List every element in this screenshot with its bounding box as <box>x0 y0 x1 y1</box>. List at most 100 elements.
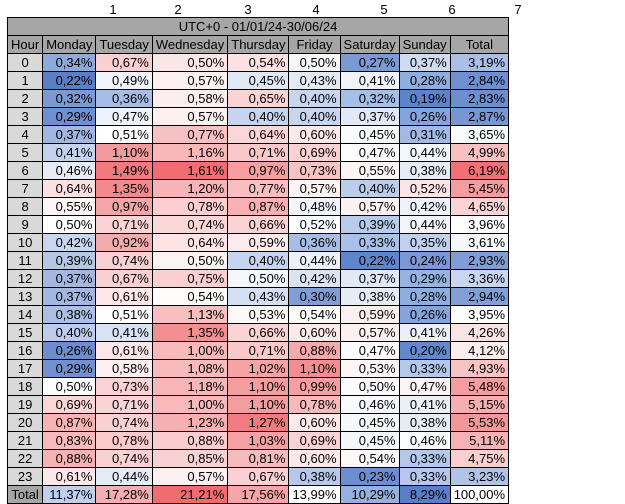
value-cell: 0,45% <box>339 125 400 144</box>
value-cell: 0,54% <box>288 305 341 324</box>
value-cell: 0,74% <box>95 449 153 468</box>
value-cell: 0,71% <box>95 215 153 234</box>
hour-cell: 0 <box>6 53 44 72</box>
value-cell: 0,44% <box>398 215 451 234</box>
column-number-row: 1 2 3 4 5 6 7 <box>0 0 625 18</box>
value-cell: 0,47% <box>95 107 153 126</box>
value-cell: 0,28% <box>398 287 451 306</box>
value-cell: 0,33% <box>398 467 451 486</box>
value-cell: 0,88% <box>288 341 341 360</box>
value-cell: 0,50% <box>288 53 341 72</box>
table-row: 22 0,88% 0,74% 0,85% 0,81% 0,60% 0,54% 0,33% 4,7… <box>6 449 510 468</box>
value-cell: 0,75% <box>151 269 229 288</box>
table-row: 20 0,87% 0,74% 1,23% 1,27% 0,60% 0,45% 0,38% 5,5… <box>6 413 510 432</box>
value-cell: 0,57% <box>151 71 229 90</box>
value-cell: 0,49% <box>95 71 153 90</box>
value-cell: 0,67% <box>95 269 153 288</box>
value-cell: 0,24% <box>398 251 451 270</box>
value-cell: 0,77% <box>227 179 290 198</box>
value-cell: 1,10% <box>95 143 153 162</box>
value-cell: 0,22% <box>339 251 400 270</box>
value-cell: 0,88% <box>42 449 97 468</box>
table-row: 16 0,26% 0,61% 1,00% 0,71% 0,88% 0,47% 0,20% 4,1… <box>6 341 510 360</box>
hour-cell: 18 <box>6 377 44 396</box>
value-cell: 0,57% <box>339 323 400 342</box>
row-total-cell: 4,93% <box>449 359 510 378</box>
table-row: 11 0,39% 0,74% 0,50% 0,40% 0,44% 0,22% 0,24% 2,9… <box>6 251 510 270</box>
value-cell: 0,64% <box>227 125 290 144</box>
value-cell: 0,60% <box>288 413 341 432</box>
value-cell: 0,58% <box>95 359 153 378</box>
value-cell: 0,71% <box>227 341 290 360</box>
row-total-cell: 2,83% <box>449 89 510 108</box>
table-title: UTC+0 - 01/01/24-30/06/24 <box>6 17 510 36</box>
value-cell: 0,32% <box>339 89 400 108</box>
value-cell: 0,46% <box>42 161 97 180</box>
value-cell: 1,20% <box>151 179 229 198</box>
value-cell: 1,00% <box>151 341 229 360</box>
value-cell: 0,22% <box>42 71 97 90</box>
hour-cell: 11 <box>6 251 44 270</box>
value-cell: 0,60% <box>288 125 341 144</box>
title-row: UTC+0 - 01/01/24-30/06/24 <box>6 17 510 36</box>
value-cell: 0,71% <box>227 143 290 162</box>
value-cell: 0,67% <box>227 467 290 486</box>
value-cell: 0,41% <box>398 323 451 342</box>
value-cell: 0,54% <box>339 449 400 468</box>
value-cell: 0,74% <box>95 251 153 270</box>
value-cell: 0,40% <box>288 107 341 126</box>
value-cell: 0,87% <box>227 197 290 216</box>
row-total-cell: 4,65% <box>449 197 510 216</box>
table-row: 5 0,41% 1,10% 1,16% 0,71% 0,69% 0,47% 0,44% 4,99… <box>6 143 510 162</box>
value-cell: 0,39% <box>339 215 400 234</box>
value-cell: 0,73% <box>288 161 341 180</box>
value-cell: 0,64% <box>42 179 97 198</box>
row-total-cell: 2,93% <box>449 251 510 270</box>
value-cell: 0,38% <box>398 413 451 432</box>
totals-row: Total 11,37% 17,28% 21,21% 17,56% 13,99% 10,29… <box>6 485 510 504</box>
value-cell: 1,18% <box>151 377 229 396</box>
value-cell: 0,47% <box>339 341 400 360</box>
value-cell: 0,52% <box>288 215 341 234</box>
value-cell: 0,37% <box>42 125 97 144</box>
table-row: 13 0,37% 0,61% 0,54% 0,43% 0,30% 0,38% 0,28% 2,9… <box>6 287 510 306</box>
value-cell: 1,10% <box>288 359 341 378</box>
row-total-cell: 3,61% <box>449 233 510 252</box>
value-cell: 0,69% <box>42 395 97 414</box>
table-row: 6 0,46% 1,49% 1,61% 0,97% 0,73% 0,55% 0,38% 6,19… <box>6 161 510 180</box>
header-row: Hour Monday Tuesday Wednesday Thursday F… <box>6 35 510 54</box>
value-cell: 0,50% <box>339 377 400 396</box>
table-row: 19 0,69% 0,71% 1,00% 1,10% 0,78% 0,46% 0,41% 5,1… <box>6 395 510 414</box>
value-cell: 0,74% <box>151 215 229 234</box>
hour-cell: 8 <box>6 197 44 216</box>
value-cell: 0,39% <box>42 251 97 270</box>
value-cell: 0,45% <box>339 431 400 450</box>
table-row: 21 0,83% 0,78% 0,88% 1,03% 0,69% 0,45% 0,46% 5,1… <box>6 431 510 450</box>
value-cell: 0,38% <box>42 305 97 324</box>
value-cell: 0,30% <box>288 287 341 306</box>
value-cell: 1,16% <box>151 143 229 162</box>
value-cell: 1,03% <box>227 431 290 450</box>
hour-cell: 17 <box>6 359 44 378</box>
table-row: 15 0,40% 0,41% 1,35% 0,66% 0,60% 0,57% 0,41% 4,2… <box>6 323 510 342</box>
totals-label: Total <box>6 485 44 504</box>
value-cell: 0,71% <box>95 395 153 414</box>
hour-cell: 6 <box>6 161 44 180</box>
value-cell: 0,57% <box>339 197 400 216</box>
value-cell: 0,37% <box>42 269 97 288</box>
table-row: 17 0,29% 0,58% 1,08% 1,02% 1,10% 0,53% 0,33% 4,9… <box>6 359 510 378</box>
value-cell: 0,29% <box>42 107 97 126</box>
value-cell: 0,33% <box>398 449 451 468</box>
value-cell: 0,41% <box>398 395 451 414</box>
column-number: 6 <box>448 2 456 17</box>
value-cell: 0,55% <box>339 161 400 180</box>
value-cell: 0,50% <box>42 215 97 234</box>
value-cell: 0,26% <box>398 305 451 324</box>
table-row: 7 0,64% 1,35% 1,20% 0,77% 0,57% 0,40% 0,52% 5,45… <box>6 179 510 198</box>
value-cell: 0,61% <box>95 287 153 306</box>
hour-cell: 15 <box>6 323 44 342</box>
value-cell: 0,97% <box>95 197 153 216</box>
value-cell: 0,57% <box>288 179 341 198</box>
value-cell: 0,78% <box>151 197 229 216</box>
column-number: 3 <box>244 2 252 17</box>
